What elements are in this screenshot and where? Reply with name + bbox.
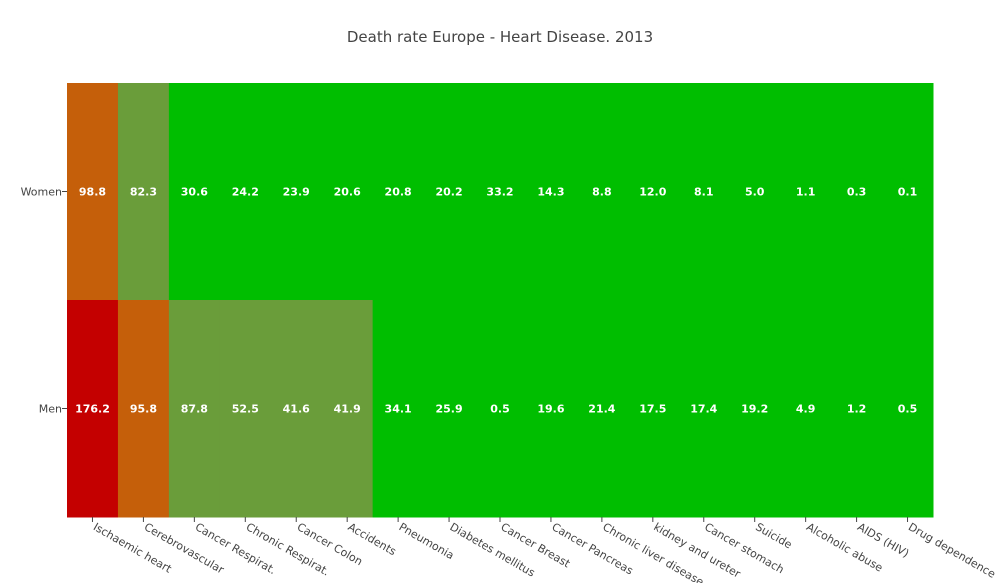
cell-value-label: 21.4 (588, 403, 615, 416)
cell-value-label: 19.6 (537, 403, 564, 416)
x-tick-label-drug-dependence: Drug dependence (906, 520, 998, 581)
cell-value-label: 17.5 (639, 403, 666, 416)
cell-value-label: 87.8 (181, 403, 208, 416)
heatmap-cell-men-accidents (321, 300, 374, 518)
heatmap-cell-women-accidents (321, 83, 374, 301)
cell-value-label: 23.9 (283, 186, 310, 199)
cell-value-label: 8.8 (592, 186, 612, 199)
cell-value-label: 1.1 (796, 186, 816, 199)
cell-value-label: 19.2 (741, 403, 768, 416)
heatmap-cell-men-cancer-stomach (678, 300, 730, 518)
heatmap-cell-men-cerebrovascular (117, 300, 170, 518)
cell-value-label: 41.9 (334, 403, 361, 416)
cell-value-label: 4.9 (796, 403, 816, 416)
heatmap-cell-men-cancer-respirat (168, 300, 221, 518)
cell-value-label: 14.3 (537, 186, 564, 199)
cell-value-label: 33.2 (486, 186, 513, 199)
cell-value-label: 8.1 (694, 186, 714, 199)
heatmap-cell-women-drug-dependence (882, 83, 934, 301)
heatmap-cell-women-ischaemic-heart (67, 83, 119, 301)
cell-value-label: 24.2 (232, 186, 259, 199)
y-tick-label-women: Women (21, 186, 62, 199)
cell-value-label: 20.6 (334, 186, 361, 199)
heatmap-cell-men-cancer-pancreas (525, 300, 577, 518)
heatmap-cell-women-cancer-breast (474, 83, 526, 301)
cell-value-label: 0.3 (847, 186, 867, 199)
heatmap-cell-women-alcoholic-abuse (780, 83, 832, 301)
heatmap-cell-women-cancer-stomach (678, 83, 730, 301)
heatmap-cell-men-alcoholic-abuse (780, 300, 832, 518)
heatmap-cell-labels: 98.8 82.3 30.6 24.2 23.9 20.6 20.8 20.2 33.2 14.3… (75, 186, 917, 416)
heatmap-cell-women-diabetes-mellitus (423, 83, 476, 301)
cell-value-label: 82.3 (130, 186, 157, 199)
heatmap-cell-men-cancer-colon (270, 300, 323, 518)
heatmap-cell-men-diabetes-mellitus (423, 300, 476, 518)
heatmap-cell-women-aids-hiv (831, 83, 883, 301)
x-tick-label-suicide: Suicide (753, 520, 794, 551)
heatmap-cell-men-aids-hiv (831, 300, 883, 518)
heatmap-cell-women-kidney-and-ureter (627, 83, 679, 301)
cell-value-label: 20.8 (385, 186, 412, 199)
heatmap-cell-women-chronic-liver-disease (576, 83, 628, 301)
heatmap-cell-women-pneumonia (372, 83, 425, 301)
heatmap-cell-women-cancer-colon (270, 83, 323, 301)
cell-value-label: 176.2 (75, 403, 110, 416)
cell-value-label: 0.1 (898, 186, 918, 199)
y-axis: Women Men (21, 186, 67, 416)
heatmap-cell-men-suicide (729, 300, 781, 518)
cell-value-label: 98.8 (79, 186, 106, 199)
cell-value-label: 0.5 (490, 403, 510, 416)
heatmap-cell-men-kidney-and-ureter (627, 300, 679, 518)
heatmap-cell-women-chronic-respirat (219, 83, 272, 301)
heatmap-cell-men-pneumonia (372, 300, 425, 518)
chart-title: Death rate Europe - Heart Disease. 2013 (347, 28, 653, 46)
x-tick-label-pneumonia: Pneumonia (397, 520, 457, 562)
heatmap-cell-women-cancer-pancreas (525, 83, 577, 301)
cell-value-label: 17.4 (690, 403, 717, 416)
cell-value-label: 12.0 (639, 186, 666, 199)
cell-value-label: 34.1 (385, 403, 412, 416)
cell-value-label: 41.6 (283, 403, 310, 416)
cell-value-label: 52.5 (232, 403, 259, 416)
x-tick-label-chronic-respirat: Chronic Respirat. (244, 520, 332, 578)
heatmap-cell-men-drug-dependence (882, 300, 934, 518)
x-tick-label-diabetes-mellitus: Diabetes mellitus (448, 520, 538, 579)
heatmap-cell-women-cerebrovascular (117, 83, 170, 301)
y-tick-label-men: Men (39, 403, 62, 416)
heatmap-cell-women-cancer-respirat (168, 83, 221, 301)
cell-value-label: 20.2 (435, 186, 462, 199)
cell-value-label: 0.5 (898, 403, 918, 416)
cell-value-label: 25.9 (435, 403, 462, 416)
heatmap-cell-women-suicide (729, 83, 781, 301)
heatmap-cell-men-chronic-respirat (219, 300, 272, 518)
cell-value-label: 30.6 (181, 186, 208, 199)
cell-value-label: 5.0 (745, 186, 765, 199)
heatmap-cell-men-chronic-liver-disease (576, 300, 628, 518)
heatmap-cell-men-ischaemic-heart (67, 300, 119, 518)
heatmap-cells (67, 83, 934, 518)
cell-value-label: 95.8 (130, 403, 157, 416)
heatmap-cell-men-cancer-breast (474, 300, 526, 518)
cell-value-label: 1.2 (847, 403, 867, 416)
